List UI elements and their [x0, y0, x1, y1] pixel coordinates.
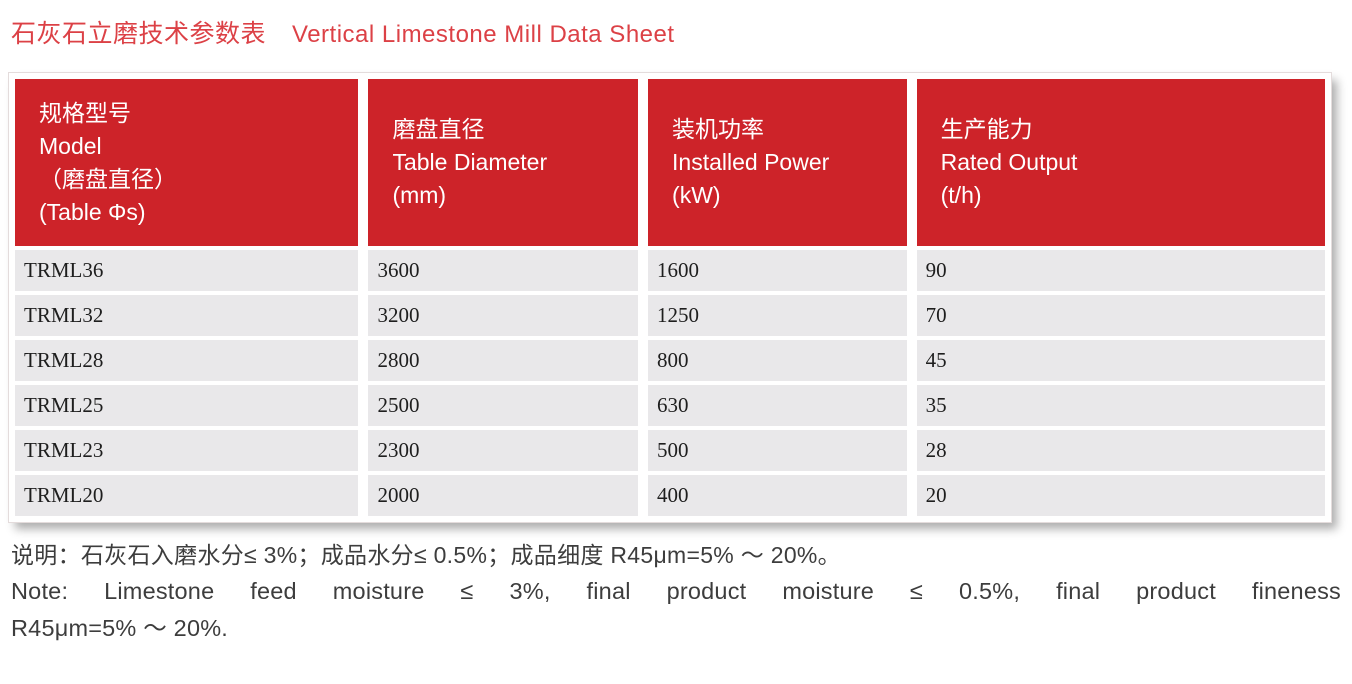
cell-rated-output: 90	[916, 250, 1325, 291]
cell-model: TRML32	[15, 295, 359, 336]
cell-rated-output: 45	[916, 340, 1325, 381]
cell-rated-output: 20	[916, 475, 1325, 516]
header-cell-rated-output: 生产能力 Rated Output (t/h)	[916, 79, 1325, 246]
cell-installed-power: 500	[648, 430, 907, 471]
cell-model: TRML23	[15, 430, 359, 471]
cell-model: TRML36	[15, 250, 359, 291]
cell-rated-output: 35	[916, 385, 1325, 426]
cell-model: TRML28	[15, 340, 359, 381]
page-title-english: Vertical Limestone Mill Data Sheet	[292, 21, 675, 48]
cell-installed-power: 400	[648, 475, 907, 516]
cell-table-diameter: 2500	[368, 385, 639, 426]
cell-installed-power: 1250	[648, 295, 907, 336]
cell-rated-output: 70	[916, 295, 1325, 336]
cell-model: TRML25	[15, 385, 359, 426]
note-english-line2: R45μm=5% ～ 20%.	[11, 615, 229, 641]
cell-table-diameter: 2800	[368, 340, 639, 381]
cell-table-diameter: 2300	[368, 430, 639, 471]
datasheet-table: 规格型号 Model （磨盘直径） (Table Φs) 磨盘直径 Table …	[15, 79, 1325, 516]
datasheet-table-card: 规格型号 Model （磨盘直径） (Table Φs) 磨盘直径 Table …	[8, 72, 1332, 523]
cell-table-diameter: 2000	[368, 475, 639, 516]
note-english-line1: Note: Limestone feed moisture ≤ 3%, fina…	[11, 578, 1341, 604]
page-title: 石灰石立磨技术参数表 Vertical Limestone Mill Data S…	[11, 14, 1342, 50]
cell-model: TRML20	[15, 475, 359, 516]
cell-rated-output: 28	[916, 430, 1325, 471]
header-cell-installed-power: 装机功率 Installed Power (kW)	[648, 79, 907, 246]
header-cell-model: 规格型号 Model （磨盘直径） (Table Φs)	[15, 79, 359, 246]
datasheet-page: 石灰石立磨技术参数表 Vertical Limestone Mill Data S…	[8, 14, 1342, 646]
notes-block: 说明：石灰石入磨水分≤ 3%；成品水分≤ 0.5%；成品细度 R45μm=5% …	[11, 537, 1341, 646]
cell-installed-power: 1600	[648, 250, 907, 291]
cell-installed-power: 800	[648, 340, 907, 381]
header-cell-table-diameter: 磨盘直径 Table Diameter (mm)	[368, 79, 639, 246]
cell-table-diameter: 3200	[368, 295, 639, 336]
cell-installed-power: 630	[648, 385, 907, 426]
note-chinese: 说明：石灰石入磨水分≤ 3%；成品水分≤ 0.5%；成品细度 R45μm=5% …	[11, 542, 841, 568]
cell-table-diameter: 3600	[368, 250, 639, 291]
page-title-chinese: 石灰石立磨技术参数表	[11, 20, 267, 48]
